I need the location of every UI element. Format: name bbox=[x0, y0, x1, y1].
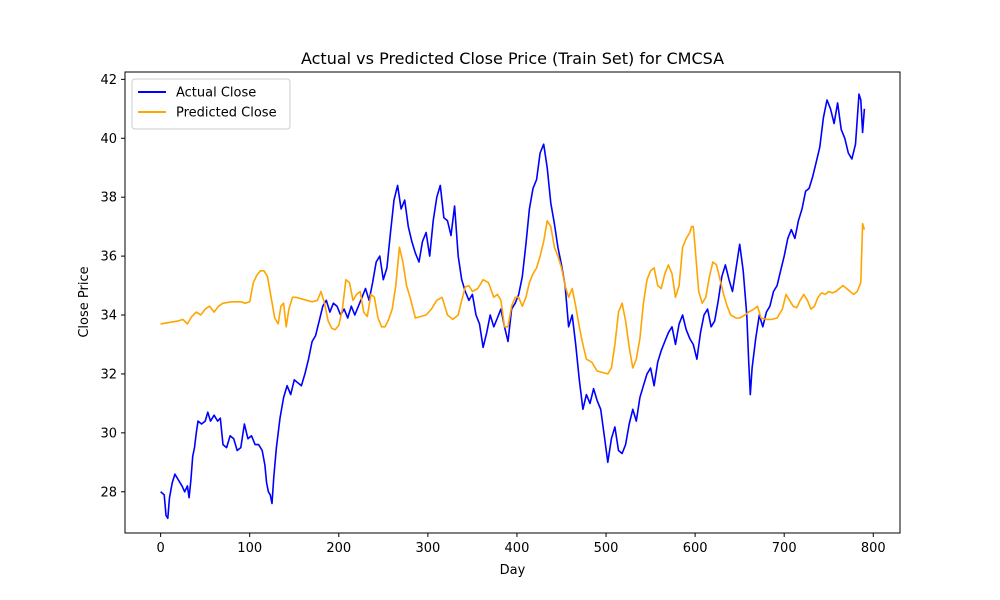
x-tick-label: 300 bbox=[415, 541, 440, 556]
y-tick-label: 42 bbox=[100, 73, 117, 88]
x-tick-label: 800 bbox=[861, 541, 886, 556]
series-line-predicted-close bbox=[160, 220, 866, 375]
y-tick-label: 40 bbox=[100, 132, 117, 147]
x-tick-label: 600 bbox=[683, 541, 708, 556]
x-tick-label: 400 bbox=[505, 541, 530, 556]
y-axis-label: Close Price bbox=[77, 266, 92, 337]
legend: Actual Close Predicted Close bbox=[131, 78, 291, 130]
x-tick-label: 100 bbox=[237, 541, 262, 556]
plot-frame bbox=[124, 71, 901, 534]
y-tick-label: 30 bbox=[100, 426, 117, 441]
x-tick-label: 0 bbox=[156, 541, 164, 556]
chart-title: Actual vs Predicted Close Price (Train S… bbox=[301, 49, 724, 68]
y-tick-label: 36 bbox=[100, 250, 117, 265]
x-tick-label: 700 bbox=[772, 541, 797, 556]
x-tick-label: 500 bbox=[594, 541, 619, 556]
x-axis-label: Day bbox=[500, 563, 526, 578]
x-tick-label: 200 bbox=[326, 541, 351, 556]
y-tick-label: 34 bbox=[100, 309, 117, 324]
legend-label: Actual Close bbox=[176, 86, 256, 101]
axes: 0 100 200 300 400 500 600 700 800 28 30 32 34 36 38 40 4… bbox=[100, 71, 901, 556]
y-tick-label: 28 bbox=[100, 485, 117, 500]
series-line-actual-close bbox=[160, 93, 866, 520]
y-tick-label: 32 bbox=[100, 367, 117, 382]
legend-box bbox=[131, 78, 291, 130]
plot-area bbox=[160, 93, 866, 520]
legend-label: Predicted Close bbox=[176, 106, 277, 121]
y-tick-label: 38 bbox=[100, 191, 117, 206]
